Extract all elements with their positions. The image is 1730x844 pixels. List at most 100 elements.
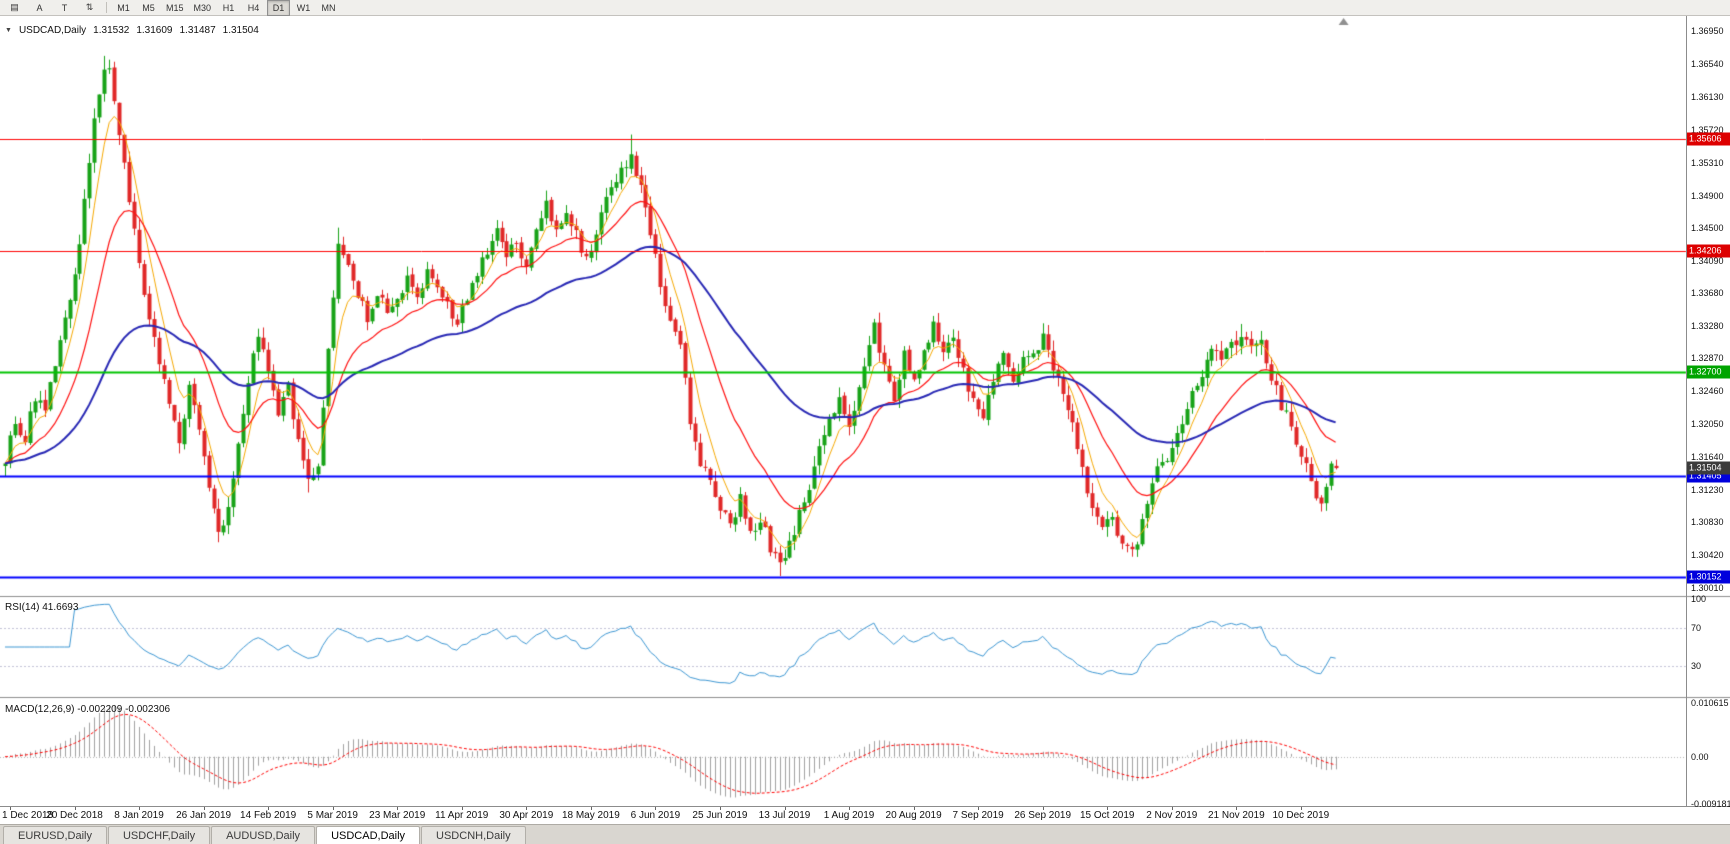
date-tick-mark — [526, 807, 528, 810]
chart-window-icon-button[interactable]: ▤ — [10, 2, 19, 12]
date-label: 5 Mar 2019 — [307, 810, 358, 821]
date-label: 13 Jul 2019 — [758, 810, 811, 821]
date-tick-mark — [9, 807, 11, 810]
date-tick-mark — [461, 807, 463, 810]
hline-price-badge: 1.34206 — [1687, 244, 1730, 258]
toolbar-tools: ▤ A T ⇅ — [2, 0, 102, 16]
date-label: 1 Dec 2018 — [2, 810, 54, 821]
date-label: 20 Aug 2019 — [885, 810, 942, 821]
date-label: 30 Apr 2019 — [499, 810, 554, 821]
date-label: 2 Nov 2019 — [1146, 810, 1198, 821]
tab-audusd-daily[interactable]: AUDUSD,Daily — [211, 826, 316, 844]
date-label: 26 Jan 2019 — [176, 810, 232, 821]
date-tick-mark — [913, 807, 915, 810]
timeframe-m5-button[interactable]: M5 — [142, 2, 155, 13]
macd-tick: 0.00 — [1691, 751, 1709, 762]
timeframe-h1-button[interactable]: H1 — [222, 2, 235, 13]
date-label: 26 Sep 2019 — [1014, 810, 1072, 821]
price-tick: 1.32050 — [1691, 419, 1724, 430]
date-tick-mark — [784, 807, 786, 810]
toolbar-separator — [106, 2, 107, 13]
date-tick-mark — [1171, 807, 1173, 810]
price-tick: 1.35720 — [1691, 124, 1724, 135]
price-tick: 1.30830 — [1691, 517, 1724, 528]
date-label: 21 Nov 2019 — [1207, 810, 1265, 821]
price-chart-canvas[interactable] — [0, 16, 1730, 806]
price-tick: 1.34090 — [1691, 255, 1724, 266]
price-tick: 1.36130 — [1691, 91, 1724, 102]
date-tick-mark — [139, 807, 141, 810]
timeframe-mn-button[interactable]: MN — [321, 2, 336, 13]
tab-usdcad-daily[interactable]: USDCAD,Daily — [316, 826, 421, 844]
timeframe-m1-button[interactable]: M1 — [117, 2, 130, 13]
price-tick: 1.32870 — [1691, 353, 1724, 364]
price-tick: 1.31230 — [1691, 485, 1724, 496]
date-label: 15 Oct 2019 — [1079, 810, 1135, 821]
tab-usdchf-daily[interactable]: USDCHF,Daily — [107, 826, 211, 844]
date-tick-mark — [655, 807, 657, 810]
a-tool-button[interactable]: A — [36, 2, 43, 13]
date-tick-mark — [332, 807, 334, 810]
timeframe-d1-button[interactable]: D1 — [267, 0, 291, 16]
rsi-tick: 30 — [1691, 661, 1702, 672]
date-label: 8 Jan 2019 — [114, 810, 164, 821]
date-tick-mark — [1042, 807, 1044, 810]
symbol-tabbar: EURUSD,Daily USDCHF,Daily AUDUSD,Daily USDC… — [0, 824, 1730, 844]
current-price-badge: 1.31504 — [1687, 461, 1730, 475]
date-label: 14 Feb 2019 — [240, 810, 297, 821]
date-label: 6 Jun 2019 — [630, 810, 681, 821]
price-tick: 1.34500 — [1691, 222, 1724, 233]
price-tick: 1.32460 — [1691, 386, 1724, 397]
date-label: 18 May 2019 — [561, 810, 620, 821]
timeframe-h4-button[interactable]: H4 — [247, 2, 260, 13]
ohlc-close: 1.31504 — [222, 25, 259, 36]
date-tick-mark — [268, 807, 270, 810]
date-label: 20 Dec 2018 — [46, 810, 103, 821]
timeframe-m30-button[interactable]: M30 — [193, 2, 212, 13]
date-label: 23 Mar 2019 — [369, 810, 426, 821]
ohlc-open: 1.31532 — [93, 25, 130, 36]
date-tick-mark — [590, 807, 592, 810]
symbol-period-label: USDCAD,Daily — [18, 25, 87, 36]
macd-tick: 0.010615 — [1691, 698, 1729, 708]
timeframe-w1-button[interactable]: W1 — [296, 2, 311, 13]
hline-price-badge: 1.32700 — [1687, 365, 1730, 379]
tab-eurusd-daily[interactable]: EURUSD,Daily — [3, 826, 107, 844]
date-tick-mark — [1300, 807, 1302, 810]
date-tick-mark — [74, 807, 76, 810]
price-tick: 1.36540 — [1691, 58, 1724, 69]
tab-usdcnh-daily[interactable]: USDCNH,Daily — [421, 826, 526, 844]
date-label: 7 Sep 2019 — [952, 810, 1004, 821]
timeframe-m15-button[interactable]: M15 — [166, 2, 184, 13]
price-tick: 1.31640 — [1691, 452, 1724, 463]
date-label: 10 Dec 2019 — [1272, 810, 1330, 821]
price-tick: 1.34900 — [1691, 190, 1724, 201]
macd-indicator-label: MACD(12,26,9) -0.002209 -0.002306 — [5, 704, 171, 715]
collapse-triangle-icon[interactable]: ▼ — [5, 27, 12, 34]
date-tick-mark — [1107, 807, 1109, 810]
rsi-indicator-label: RSI(14) 41.6693 — [5, 602, 79, 613]
date-label: 11 Apr 2019 — [435, 810, 489, 821]
price-tick: 1.33680 — [1691, 288, 1724, 299]
date-axis: 1 Dec 2018 20 Dec 2018 8 Jan 2019 26 Jan 20… — [0, 806, 1730, 824]
date-tick-mark — [719, 807, 721, 810]
price-tick: 1.33280 — [1691, 320, 1724, 331]
date-label: 1 Aug 2019 — [823, 810, 875, 821]
timeframe-buttons: M1 M5 M15 M30 H1 H4 D1 W1 MN — [111, 0, 341, 16]
price-tick: 1.35310 — [1691, 157, 1724, 168]
price-tick: 1.30010 — [1691, 583, 1724, 593]
date-label: 25 Jun 2019 — [692, 810, 748, 821]
rsi-tick: 100 — [1691, 594, 1707, 604]
price-tick: 1.36950 — [1691, 26, 1724, 36]
date-tick-mark — [1236, 807, 1238, 810]
ohlc-high: 1.31609 — [136, 25, 173, 36]
toolbar: ▤ A T ⇅ M1 M5 M15 M30 H1 H4 D1 W1 MN — [0, 0, 1730, 16]
date-tick-mark — [397, 807, 399, 810]
axis-separator-line — [1686, 16, 1687, 806]
rsi-tick: 70 — [1691, 622, 1702, 633]
swap-tool-icon-button[interactable]: ⇅ — [85, 2, 94, 12]
macd-tick: -0.009181 — [1691, 799, 1730, 809]
date-tick-mark — [849, 807, 851, 810]
chart-title: ▼ USDCAD,Daily 1.31532 1.31609 1.31487 1… — [5, 25, 259, 36]
t-tool-button[interactable]: T — [61, 2, 68, 13]
